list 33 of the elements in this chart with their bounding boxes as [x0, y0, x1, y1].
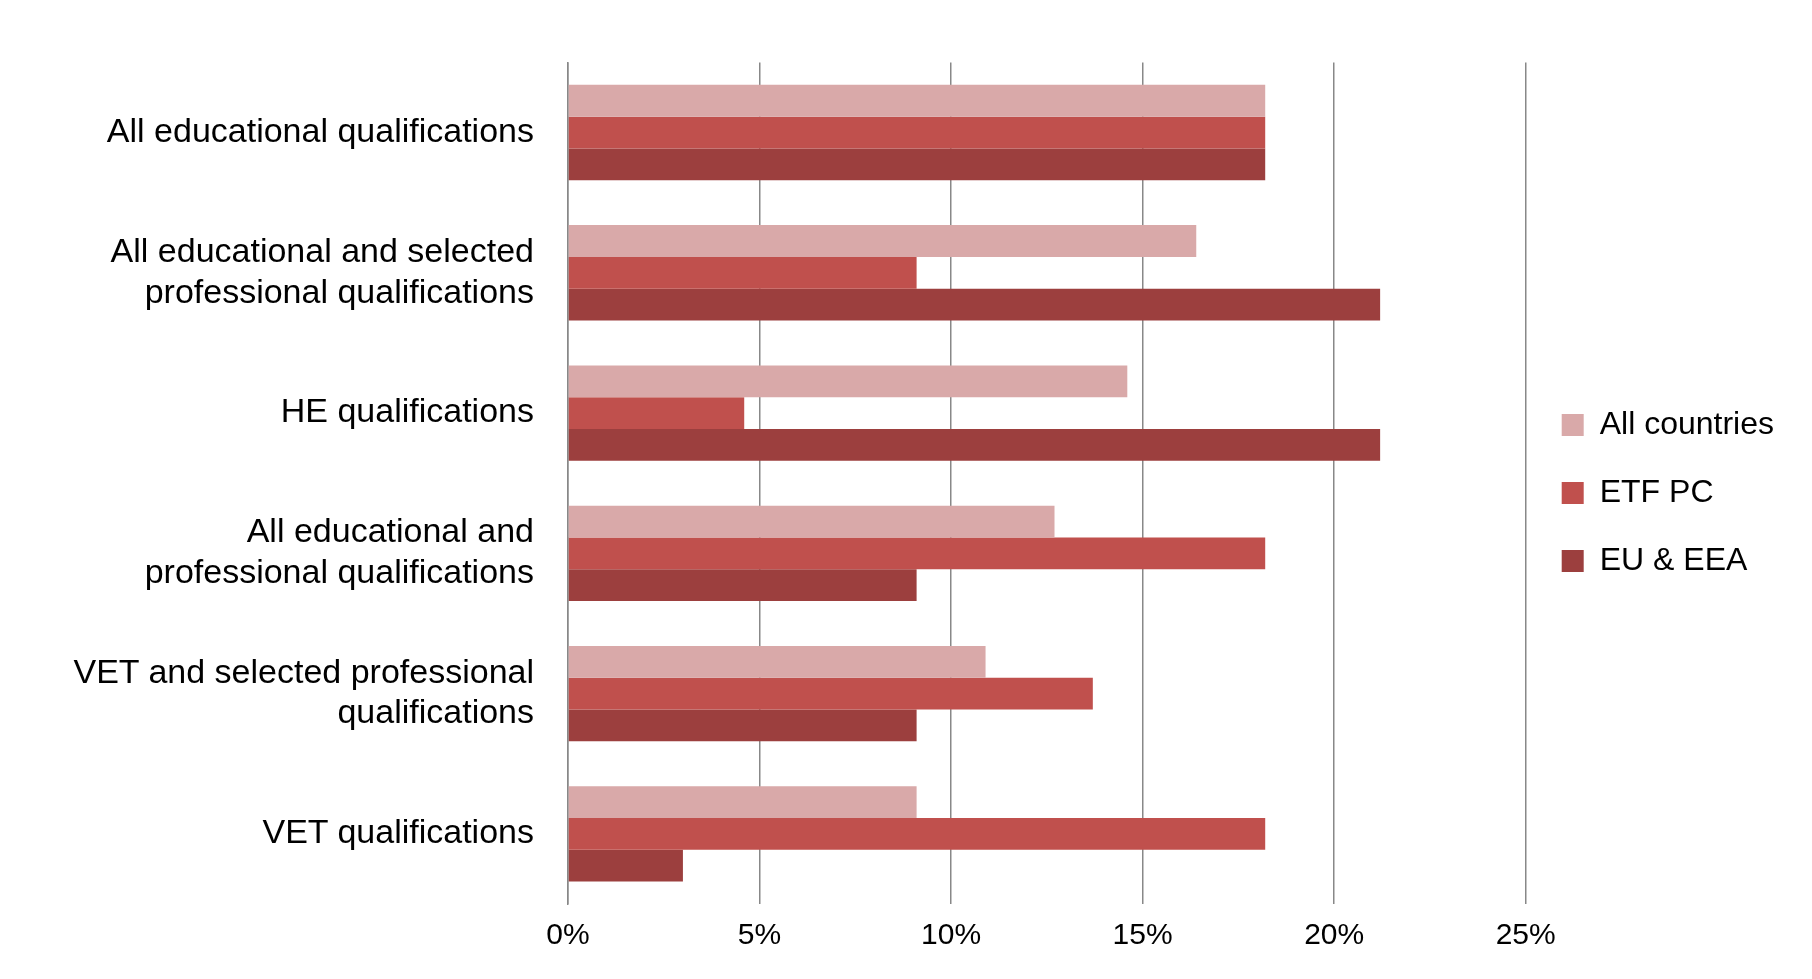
legend-label: ETF PC [1599, 472, 1714, 509]
bar [568, 84, 1266, 117]
bar [568, 428, 1381, 461]
bar [568, 116, 1266, 149]
y-tick-label: VET qualifications [262, 812, 534, 851]
bar [568, 288, 1381, 321]
bar [568, 569, 917, 602]
legend-label: EU & EEA [1599, 540, 1748, 577]
y-tick-label: All educational qualifications [106, 110, 534, 149]
bar [568, 645, 986, 678]
y-tick-label: HE qualifications [280, 391, 534, 430]
x-tick-label: 10% [921, 917, 982, 951]
bar [568, 256, 917, 289]
bar [568, 505, 1055, 538]
x-tick-label: 0% [546, 917, 590, 951]
x-tick-label: 20% [1304, 917, 1365, 951]
bar [568, 817, 1266, 850]
bar [568, 786, 917, 818]
y-tick-label: All educational and selected professional qualifications [110, 230, 534, 310]
legend-label: All countries [1599, 404, 1774, 441]
bar [568, 849, 683, 882]
x-tick-label: 25% [1495, 917, 1556, 951]
bar [568, 365, 1128, 398]
y-tick-label: VET and selected professional qualifications [73, 651, 534, 731]
x-tick-label: 15% [1112, 917, 1173, 951]
bar [568, 709, 917, 742]
x-tick-label: 5% [737, 917, 782, 951]
bar [568, 537, 1266, 570]
bar [568, 148, 1266, 181]
bar [568, 397, 745, 429]
bar [568, 225, 1197, 257]
y-tick-label: All educational and professional qualifications [144, 511, 534, 591]
bar [568, 677, 1093, 710]
